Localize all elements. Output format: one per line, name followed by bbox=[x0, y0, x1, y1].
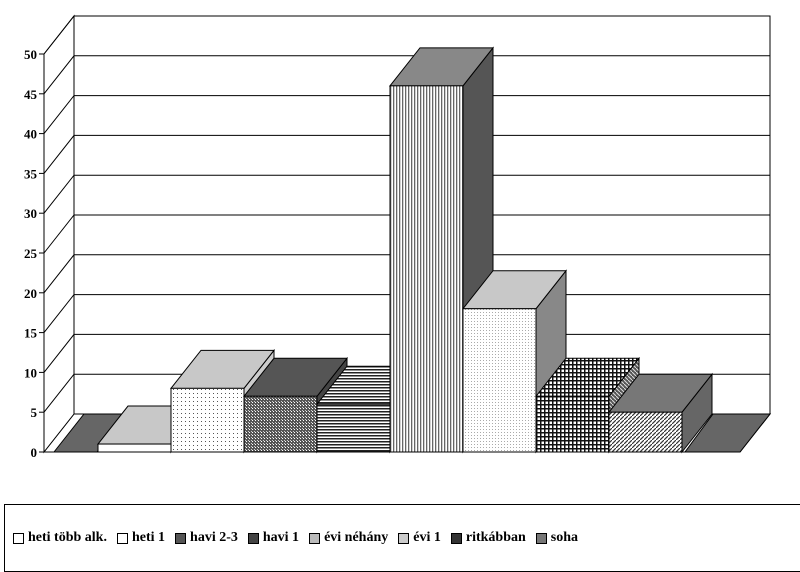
gridline bbox=[43, 254, 770, 294]
legend-item: ritkábban bbox=[450, 530, 526, 546]
gridline bbox=[43, 15, 770, 55]
gridline bbox=[43, 214, 770, 254]
y-tick-label: 20 bbox=[24, 286, 37, 301]
y-tick-label: 50 bbox=[24, 47, 37, 62]
gridline bbox=[43, 134, 770, 174]
floor-segment-right bbox=[684, 413, 772, 453]
bar-front bbox=[316, 403, 391, 453]
y-tick-label: 0 bbox=[31, 445, 38, 460]
legend-label: havi 2-3 bbox=[190, 530, 238, 545]
legend-swatch bbox=[175, 532, 187, 544]
y-tick-label: 35 bbox=[24, 166, 38, 181]
bar-front bbox=[535, 395, 610, 453]
legend-label: ritkábban bbox=[465, 530, 526, 545]
gridline bbox=[43, 174, 770, 214]
legend-swatch bbox=[116, 532, 128, 544]
legend-label: soha bbox=[550, 530, 579, 545]
legend-item: évi néhány bbox=[309, 530, 388, 546]
legend-swatch bbox=[535, 532, 547, 544]
y-tick-label: 45 bbox=[24, 87, 38, 102]
legend: heti több alk. heti 1 havi 2-3 havi 1 évi né… bbox=[4, 504, 800, 572]
legend-label: havi 1 bbox=[262, 530, 300, 545]
y-tick-label: 10 bbox=[24, 365, 37, 380]
legend-item: havi 2-3 bbox=[175, 530, 238, 546]
legend-label: heti 1 bbox=[131, 530, 166, 545]
legend-swatch bbox=[398, 532, 410, 544]
legend-swatch bbox=[247, 532, 259, 544]
bar-front bbox=[243, 395, 318, 453]
legend-swatch bbox=[309, 532, 321, 544]
bar-8 bbox=[607, 372, 714, 454]
legend-swatch bbox=[450, 532, 462, 544]
legend-item: évi 1 bbox=[398, 530, 441, 546]
y-tick-label: 25 bbox=[24, 246, 38, 261]
legend-label: évi 1 bbox=[413, 530, 441, 545]
y-tick-label: 5 bbox=[31, 405, 38, 420]
bar-front bbox=[462, 308, 537, 453]
bar-front bbox=[608, 411, 683, 453]
gridline bbox=[43, 55, 770, 95]
bar-front bbox=[389, 85, 464, 453]
y-tick-label: 30 bbox=[24, 206, 37, 221]
legend-label: évi néhány bbox=[324, 530, 389, 545]
legend-item: heti 1 bbox=[116, 530, 166, 546]
bar-3 bbox=[242, 356, 349, 454]
y-tick-label: 15 bbox=[24, 326, 38, 341]
legend-item: soha bbox=[535, 530, 579, 546]
bar-chart: 0 5 10 15 20 25 30 35 40 45 50 bbox=[24, 14, 772, 460]
legend-item: havi 1 bbox=[247, 530, 300, 546]
bar-front bbox=[170, 387, 245, 453]
y-tick-label: 40 bbox=[24, 127, 37, 142]
bar-front bbox=[97, 443, 172, 453]
legend-label: heti több alk. bbox=[28, 530, 107, 545]
legend-item: heti több alk. bbox=[13, 530, 107, 546]
gridline bbox=[43, 95, 770, 134]
legend-swatch bbox=[13, 532, 24, 544]
bar-2 bbox=[169, 348, 276, 454]
